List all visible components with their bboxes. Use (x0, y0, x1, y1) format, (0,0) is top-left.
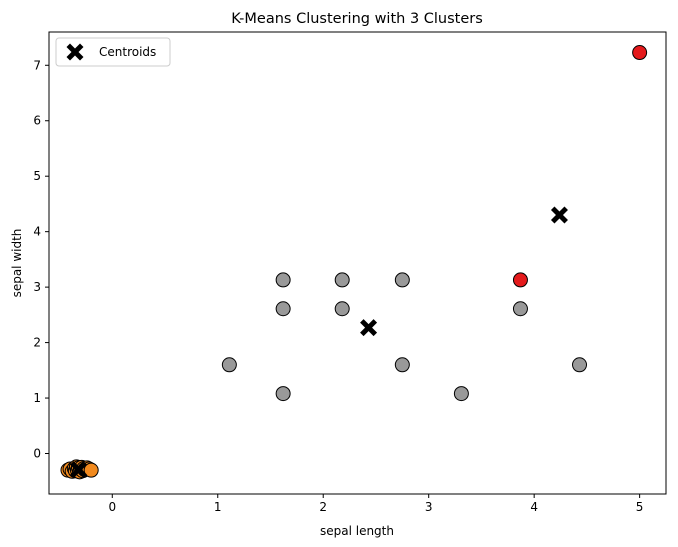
cluster-0-point-16 (83, 462, 99, 478)
cluster-1-point-9 (512, 301, 528, 317)
centroids-layer (70, 206, 568, 479)
cluster-1-point-10 (572, 357, 588, 373)
cluster-1-point-4 (334, 272, 350, 288)
cluster-1-point-3 (275, 386, 291, 402)
cluster-1-point-2 (275, 301, 291, 317)
x-tick-label: 0 (108, 500, 116, 514)
centroid-1 (360, 319, 378, 337)
chart-title: K-Means Clustering with 3 Clusters (231, 11, 483, 27)
centroid-0 (70, 461, 88, 479)
y-tick-label: 4 (33, 225, 41, 239)
y-tick-label: 6 (33, 114, 41, 128)
centroid-2 (550, 206, 568, 224)
cluster-1-point-5 (334, 301, 350, 317)
x-tick-label: 5 (636, 500, 644, 514)
cluster-2-point-1 (632, 45, 648, 61)
cluster-1-point-1 (275, 272, 291, 288)
x-axis-ticks: 0 1 2 3 4 5 (108, 494, 643, 514)
y-tick-label: 0 (33, 447, 41, 461)
y-tick-label: 5 (33, 169, 41, 183)
y-tick-label: 1 (33, 391, 41, 405)
plot-frame (48, 31, 667, 495)
y-axis-label: sepal width (10, 229, 24, 298)
y-tick-label: 2 (33, 336, 41, 350)
y-axis-ticks: 0 1 2 3 4 5 6 7 (33, 58, 49, 461)
legend-box (55, 37, 171, 67)
legend-centroid-marker (66, 43, 84, 61)
y-tick-label: 7 (33, 58, 41, 72)
x-axis-label: sepal length (320, 524, 394, 538)
cluster-1-point-8 (453, 386, 469, 402)
cluster-1-point-6 (394, 272, 410, 288)
cluster-1-point-0 (221, 357, 237, 373)
x-tick-label: 3 (425, 500, 433, 514)
x-tick-label: 1 (214, 500, 222, 514)
cluster-2-point-0 (512, 272, 528, 288)
cluster-1-point-7 (394, 357, 410, 373)
x-tick-label: 4 (530, 500, 538, 514)
y-tick-label: 3 (33, 280, 41, 294)
legend-label-centroids: Centroids (99, 45, 156, 59)
x-tick-label: 2 (319, 500, 327, 514)
legend: Centroids (55, 37, 171, 67)
